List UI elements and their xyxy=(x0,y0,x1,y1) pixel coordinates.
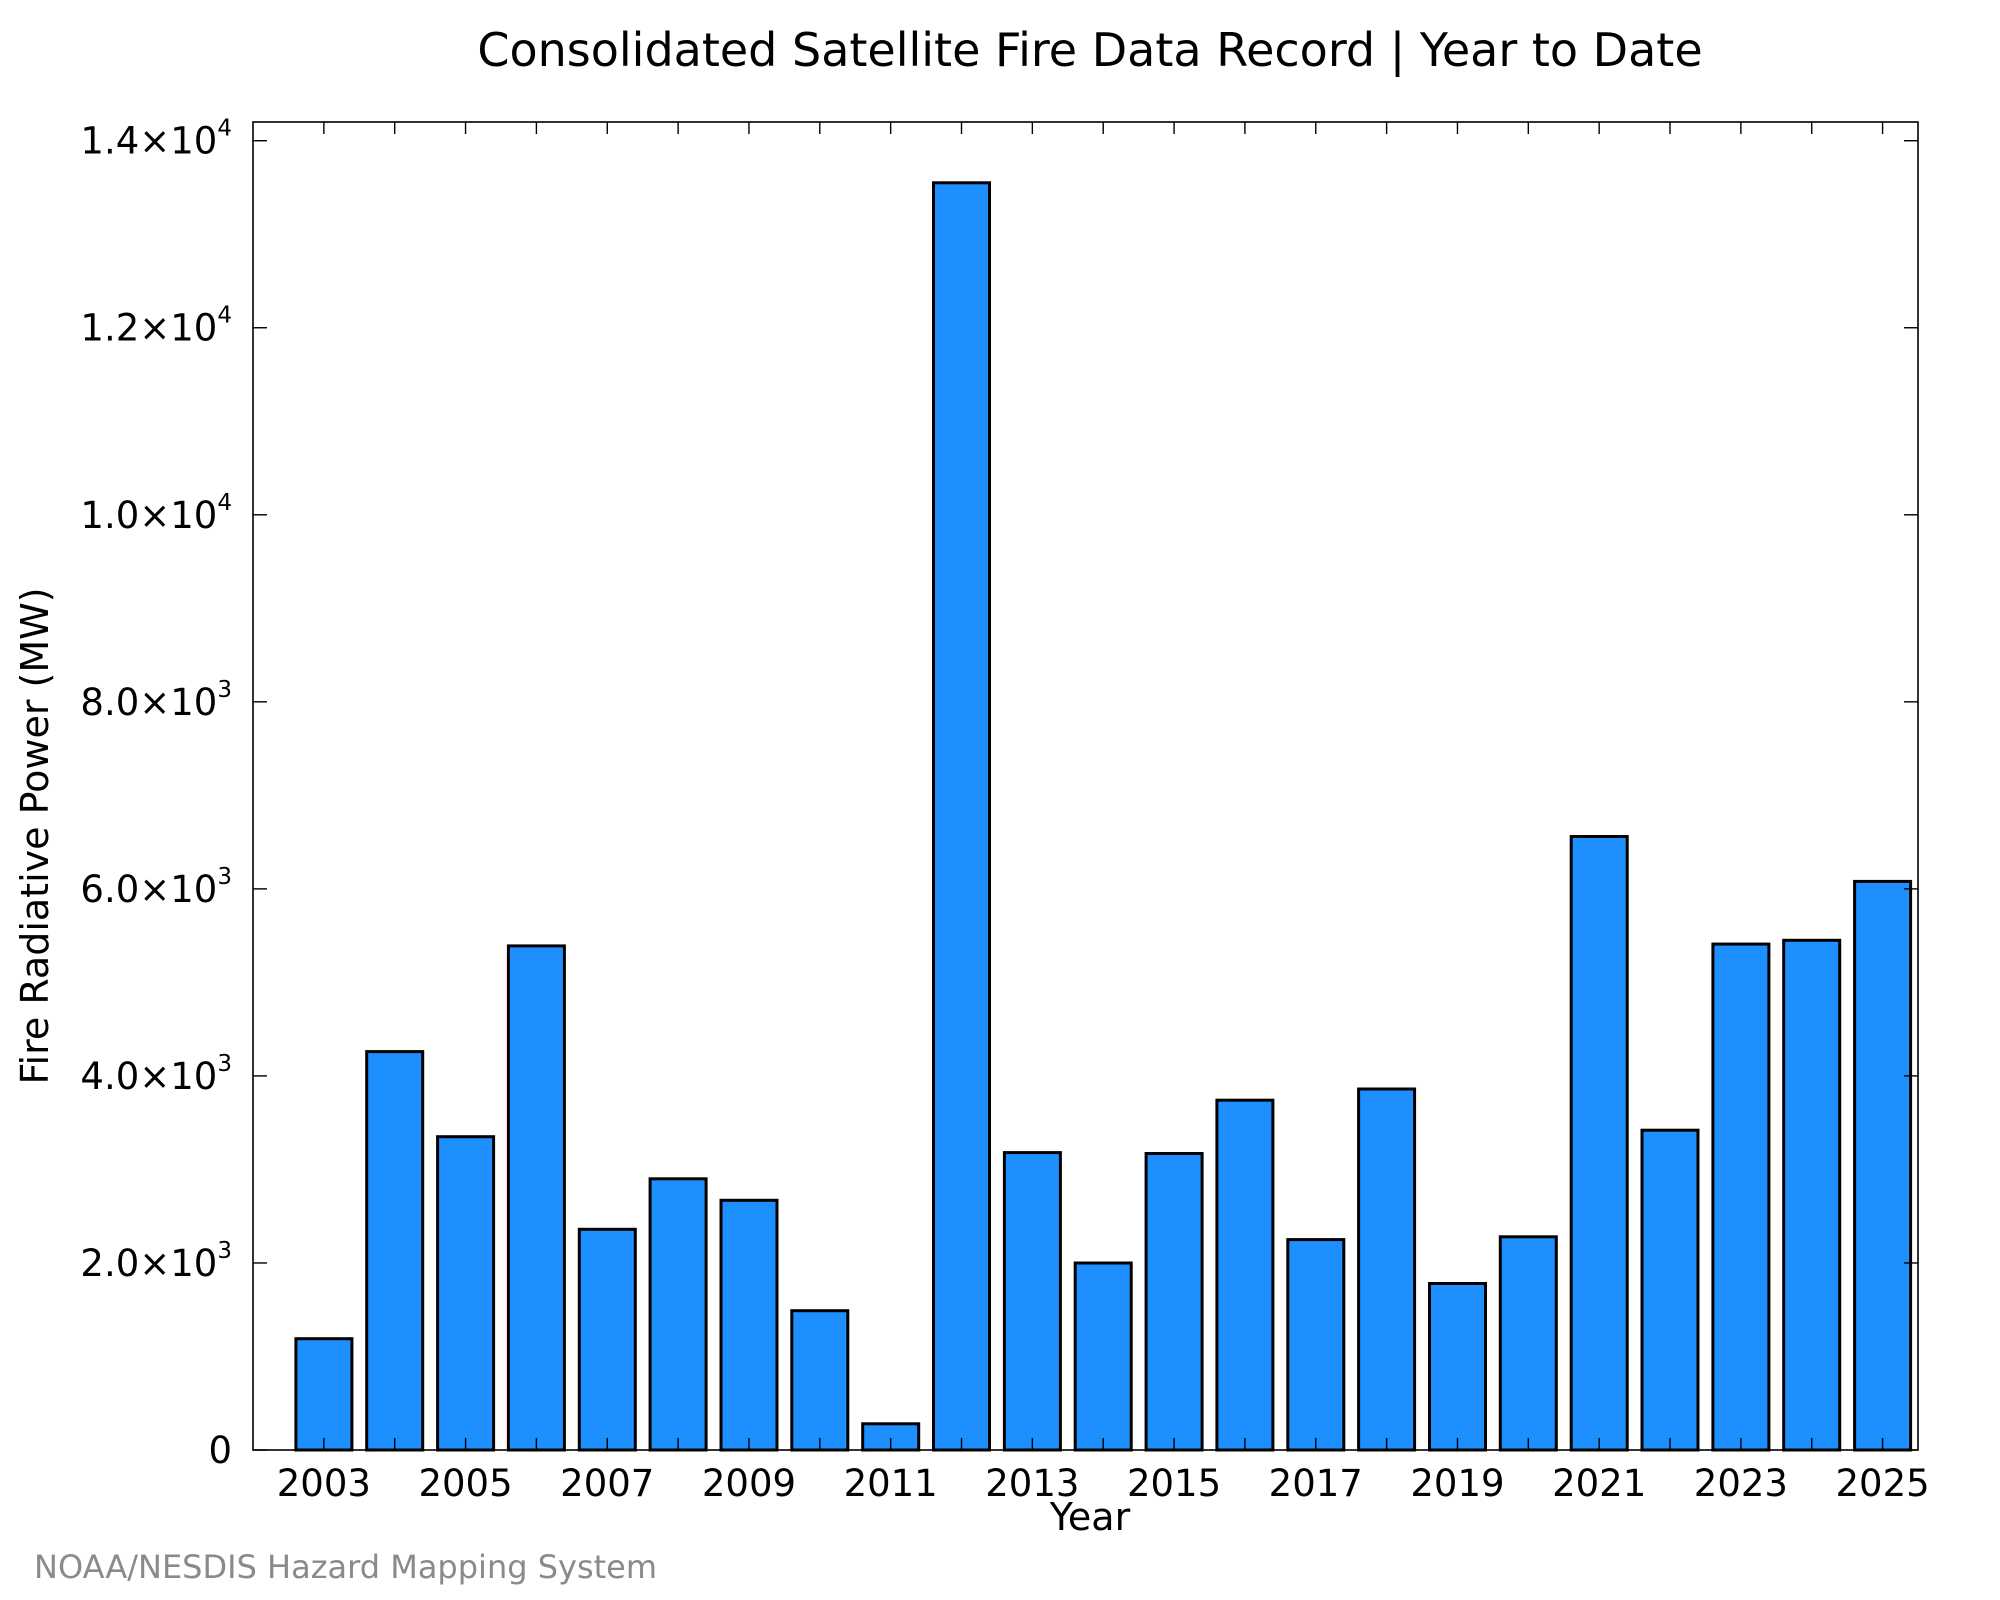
y-tick-label-14000: 1.4×104 xyxy=(80,116,232,163)
y-tick-exponent-4000: 3 xyxy=(217,1051,232,1077)
x-axis-label: Year xyxy=(1049,1495,1131,1539)
bar-2023 xyxy=(1711,942,1771,1452)
bar-2012 xyxy=(932,181,991,1452)
bar-2024 xyxy=(1782,938,1842,1452)
bar-2019 xyxy=(1428,1282,1487,1452)
bar-2013 xyxy=(1002,1151,1062,1452)
y-axis-label: Fire Radiative Power (MW) xyxy=(13,587,57,1084)
bar-2006 xyxy=(506,944,566,1452)
bar-2016 xyxy=(1215,1098,1275,1452)
bar-2008 xyxy=(648,1177,708,1452)
x-tick-label-2013: 2013 xyxy=(985,1462,1079,1505)
bar-2015 xyxy=(1144,1152,1204,1452)
x-tick-label-2005: 2005 xyxy=(418,1462,512,1505)
bar-2010 xyxy=(790,1309,850,1452)
y-tick-exponent-14000: 4 xyxy=(217,116,232,142)
bar-2022 xyxy=(1640,1128,1700,1452)
bar-2017 xyxy=(1286,1238,1346,1452)
bar-2021 xyxy=(1569,835,1629,1452)
x-tick-label-2019: 2019 xyxy=(1410,1462,1504,1505)
y-tick-label-0: 0 xyxy=(208,1429,232,1472)
y-tick-label-4000: 4.0×103 xyxy=(80,1051,232,1098)
bar-2025 xyxy=(1853,879,1913,1452)
y-tick-exponent-6000: 3 xyxy=(217,864,232,890)
y-tick-exponent-8000: 3 xyxy=(217,677,232,703)
bar-2007 xyxy=(577,1227,637,1452)
y-tick-exponent-10000: 4 xyxy=(217,490,232,516)
x-tick-label-2017: 2017 xyxy=(1269,1462,1363,1505)
bar-2020 xyxy=(1498,1235,1558,1452)
x-tick-label-2009: 2009 xyxy=(702,1462,796,1505)
x-tick-label-2003: 2003 xyxy=(277,1462,371,1505)
y-tick-label-6000: 6.0×103 xyxy=(80,864,232,911)
y-tick-exponent-2000: 3 xyxy=(217,1238,232,1264)
x-tick-label-2021: 2021 xyxy=(1552,1462,1646,1505)
plot-area: 2003 2005 2007 2009 2011 2013 2015 2017 2019 2021… xyxy=(80,116,1929,1505)
x-tick-label-2023: 2023 xyxy=(1694,1462,1788,1505)
y-tick-label-8000: 8.0×103 xyxy=(80,677,232,724)
chart-title: Consolidated Satellite Fire Data Record … xyxy=(477,23,1702,78)
bar-2003 xyxy=(294,1337,354,1452)
x-tick-label-2015: 2015 xyxy=(1127,1462,1221,1505)
bar-2004 xyxy=(365,1050,425,1452)
x-tick-label-2011: 2011 xyxy=(844,1462,938,1505)
bar-2009 xyxy=(719,1198,779,1452)
y-tick-label-2000: 2.0×103 xyxy=(80,1238,232,1285)
bar-2018 xyxy=(1357,1087,1417,1452)
x-tick-label-2025: 2025 xyxy=(1835,1462,1929,1505)
bar-2005 xyxy=(436,1135,496,1452)
y-tick-label-12000: 1.2×104 xyxy=(80,303,232,350)
bar-2014 xyxy=(1073,1261,1133,1452)
data-source-credit: NOAA/NESDIS Hazard Mapping System xyxy=(34,1548,657,1586)
x-tick-label-2007: 2007 xyxy=(560,1462,654,1505)
y-tick-label-10000: 1.0×104 xyxy=(80,490,232,537)
y-tick-exponent-12000: 4 xyxy=(217,303,232,329)
